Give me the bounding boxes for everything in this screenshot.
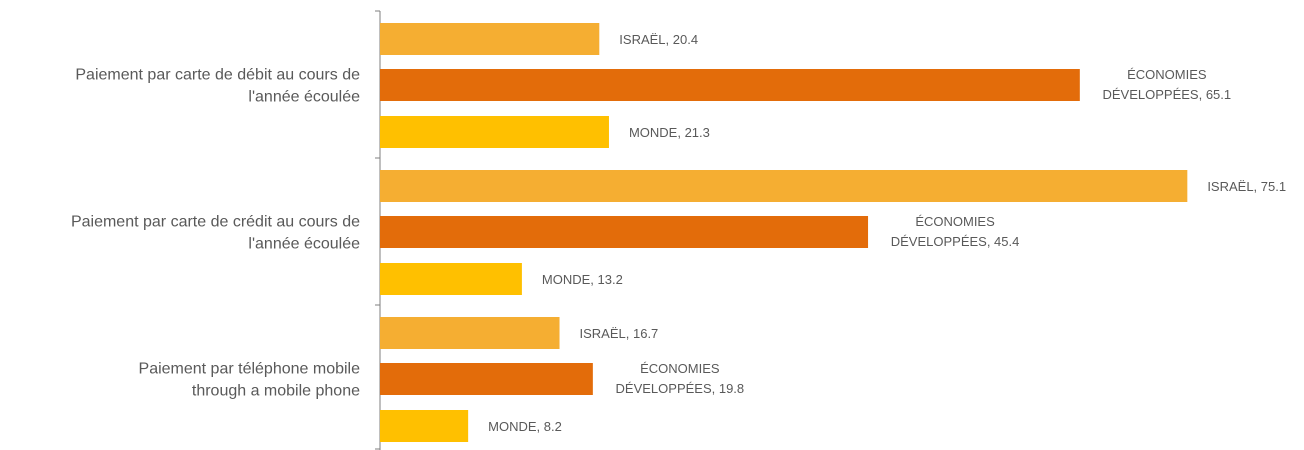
data-label: ÉCONOMIES DÉVELOPPÉES, 65.1 — [1103, 67, 1232, 102]
data-label: MONDE, 13.2 — [542, 272, 623, 287]
bar — [380, 23, 600, 55]
category-label: Paiement par téléphone mobile through a m… — [139, 361, 361, 400]
bar — [380, 263, 522, 295]
data-label: ISRAËL, 75.1 — [1207, 179, 1286, 194]
bar — [380, 216, 869, 248]
bar — [380, 410, 469, 442]
bar — [380, 317, 560, 349]
category-label: Paiement par carte de débit au cours de l… — [75, 67, 360, 106]
bar — [380, 116, 609, 148]
data-label: MONDE, 8.2 — [488, 419, 562, 434]
data-label: ÉCONOMIES DÉVELOPPÉES, 45.4 — [891, 214, 1020, 249]
data-label: MONDE, 21.3 — [629, 125, 710, 140]
category-label: Paiement par carte de crédit au cours de… — [71, 214, 360, 253]
data-label: ÉCONOMIES DÉVELOPPÉES, 19.8 — [616, 361, 745, 396]
bar — [380, 363, 593, 395]
data-label: ISRAËL, 16.7 — [580, 326, 659, 341]
bar — [380, 170, 1188, 202]
bar — [380, 69, 1080, 101]
data-label: ISRAËL, 20.4 — [619, 32, 698, 47]
